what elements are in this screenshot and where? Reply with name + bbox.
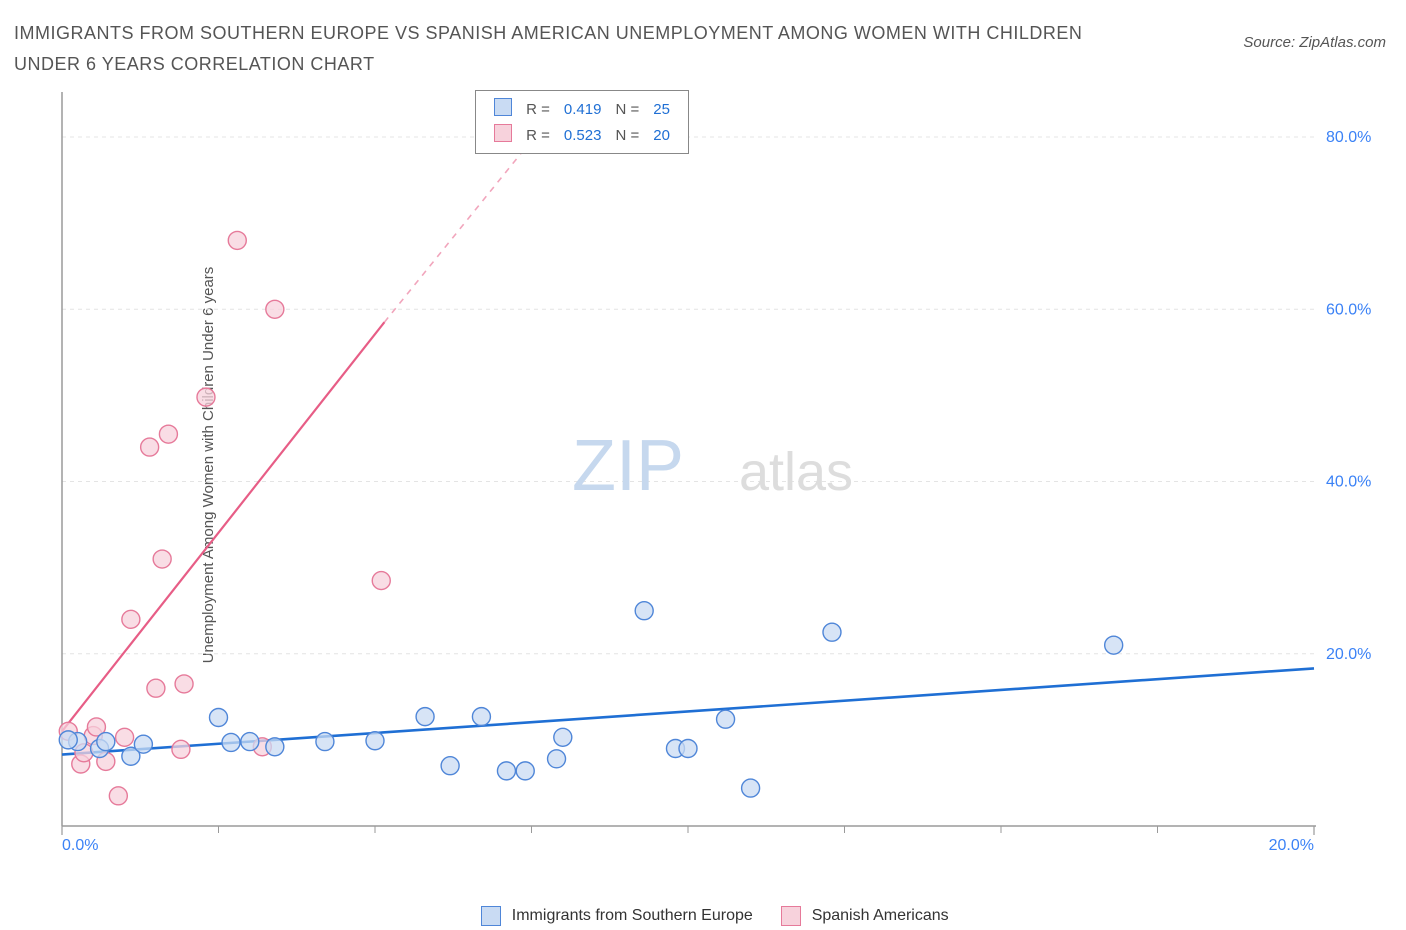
data-point-pink [109,787,127,805]
data-point-pink [175,675,193,693]
data-point-blue [366,732,384,750]
data-point-pink [116,728,134,746]
data-point-blue [266,738,284,756]
chart-title: IMMIGRANTS FROM SOUTHERN EUROPE VS SPANI… [14,18,1134,79]
data-point-blue [210,708,228,726]
data-point-blue [548,750,566,768]
data-point-blue [554,728,572,746]
data-point-blue [717,710,735,728]
data-point-pink [159,425,177,443]
data-point-blue [497,762,515,780]
data-point-blue [635,602,653,620]
n-label: N = [609,123,645,147]
data-point-blue [241,733,259,751]
n-label: N = [609,97,645,121]
stat-row-pink: R = 0.523 N = 20 [488,123,676,147]
y-tick-label: 40.0% [1326,474,1371,491]
y-tick-label: 20.0% [1326,646,1371,663]
data-point-pink [153,550,171,568]
r-value-blue: 0.419 [558,97,608,121]
r-label: R = [520,97,556,121]
data-point-blue [679,739,697,757]
swatch-icon [494,124,512,142]
data-point-blue [472,708,490,726]
n-value-blue: 25 [647,97,676,121]
legend-blue-label: Immigrants from Southern Europe [512,907,753,924]
data-point-blue [59,731,77,749]
data-point-blue [823,623,841,641]
data-point-pink [372,572,390,590]
scatter-plot: 20.0% 40.0% 60.0% 80.0% ZIP atlas 0.0% 20.0% [58,90,1384,860]
data-point-pink [228,231,246,249]
x-tick-label: 20.0% [1269,837,1314,854]
data-point-pink [147,679,165,697]
data-point-pink [197,388,215,406]
r-label: R = [520,123,556,147]
y-tick-label: 60.0% [1326,301,1371,318]
legend-pink-label: Spanish Americans [812,907,949,924]
trend-line-pink [62,322,384,731]
data-point-blue [416,708,434,726]
chart-source: Source: ZipAtlas.com [1243,34,1386,51]
x-axis-legend: Immigrants from Southern Europe Spanish … [0,906,1406,926]
x-tick-label: 0.0% [62,837,98,854]
watermark: atlas [739,442,853,502]
data-point-blue [1105,636,1123,654]
data-point-pink [122,610,140,628]
data-point-pink [172,740,190,758]
data-point-blue [97,733,115,751]
data-point-blue [222,733,240,751]
source-name: ZipAtlas.com [1299,34,1386,51]
y-tick-label: 80.0% [1326,129,1371,146]
data-point-blue [316,733,334,751]
data-point-blue [134,735,152,753]
data-point-blue [441,757,459,775]
correlation-stat-box: R = 0.419 N = 25 R = 0.523 N = 20 [475,90,689,154]
watermark: ZIP [572,426,684,506]
stat-row-blue: R = 0.419 N = 25 [488,97,676,121]
data-point-blue [516,762,534,780]
data-point-pink [266,300,284,318]
swatch-icon [494,98,512,116]
swatch-icon [481,906,501,926]
n-value-pink: 20 [647,123,676,147]
r-value-pink: 0.523 [558,123,608,147]
source-prefix: Source: [1243,34,1299,51]
swatch-icon [781,906,801,926]
chart-header: IMMIGRANTS FROM SOUTHERN EUROPE VS SPANI… [14,18,1392,79]
data-point-pink [141,438,159,456]
data-point-blue [742,779,760,797]
